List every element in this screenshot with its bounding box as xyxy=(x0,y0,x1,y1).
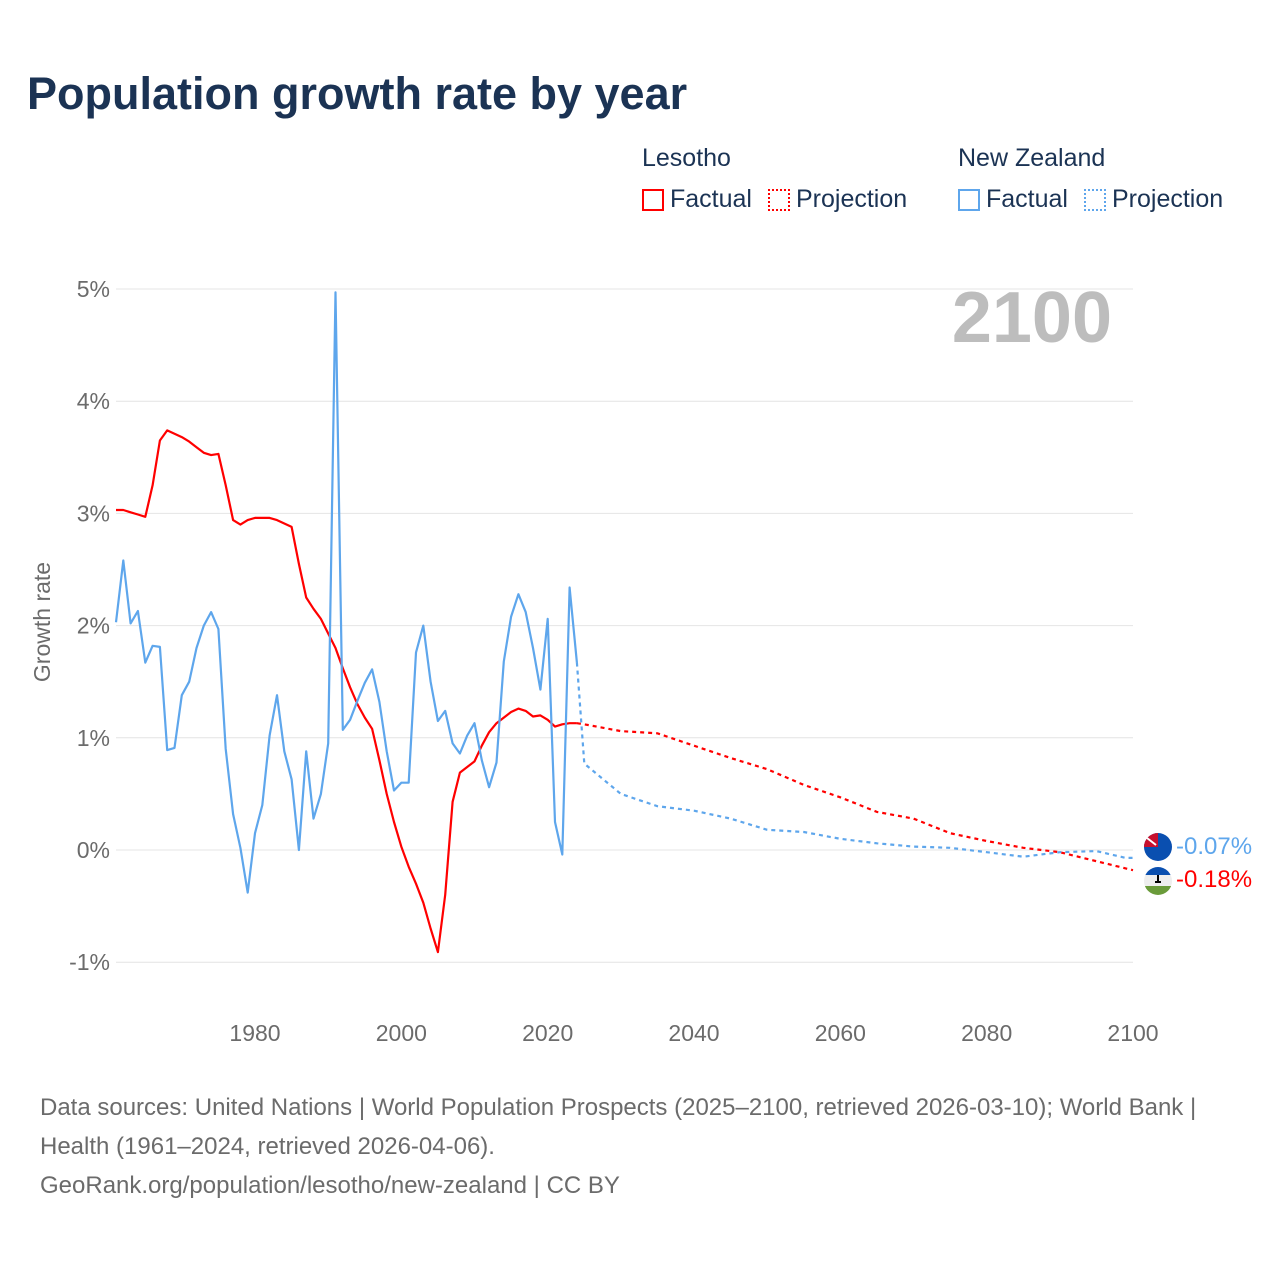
legend-country-name: New Zealand xyxy=(958,144,1106,172)
legend-label: Factual xyxy=(986,185,1068,213)
y-tick-label: 3% xyxy=(77,500,110,526)
x-tick-label: 2080 xyxy=(961,1020,1012,1046)
legend-label: Factual xyxy=(670,185,752,213)
y-axis-label: Growth rate xyxy=(29,562,55,682)
legend-label: Projection xyxy=(795,185,908,213)
chart-title: Population growth rate by year xyxy=(27,68,688,119)
y-tick-label: 1% xyxy=(77,725,110,751)
legend-item-lesotho-factual[interactable]: Factual xyxy=(642,185,752,214)
x-tick-label: 2020 xyxy=(522,1020,573,1046)
source-note: Data sources: United Nations | World Pop… xyxy=(40,1088,1240,1205)
legend-country-name: Lesotho xyxy=(642,144,731,172)
legend-swatch-dotted xyxy=(767,188,790,211)
x-tick-label: 2100 xyxy=(1107,1020,1158,1046)
nz-flag-icon xyxy=(1144,833,1172,861)
data-sources: Data sources: United Nations | World Pop… xyxy=(40,1094,1197,1160)
legend-swatch-solid xyxy=(642,188,664,211)
legend-swatch-dotted xyxy=(1083,188,1106,211)
legend-new-zealand: New Zealand Factual Projection xyxy=(958,144,1223,214)
y-tick-label: 5% xyxy=(77,276,110,302)
y-tick-label: -1% xyxy=(69,949,110,975)
nz-end-label: -0.07% xyxy=(1176,833,1252,860)
series-line-new-zealand-factual xyxy=(114,291,578,894)
x-tick-label: 2000 xyxy=(376,1020,427,1046)
y-tick-label: 2% xyxy=(77,613,110,639)
legend-label: Projection xyxy=(1111,185,1224,213)
series-line-new-zealand-projection xyxy=(575,662,1133,860)
legend-item-lesotho-projection[interactable]: Projection xyxy=(767,185,908,214)
y-tick-label: 4% xyxy=(77,388,110,414)
legend-item-nz-projection[interactable]: Projection xyxy=(1083,185,1224,214)
attribution-link[interactable]: GeoRank.org/population/lesotho/new-zeala… xyxy=(40,1172,620,1199)
x-tick-label: 1980 xyxy=(229,1020,280,1046)
legend-lesotho: Lesotho Factual Projection xyxy=(642,144,907,214)
x-tick-label: 2040 xyxy=(668,1020,719,1046)
legend-swatch-solid xyxy=(958,188,980,211)
lesotho-end-label: -0.18% xyxy=(1176,866,1252,893)
lesotho-flag-icon xyxy=(1144,867,1172,895)
series-line-lesotho-projection xyxy=(576,722,1134,872)
y-tick-label: 0% xyxy=(77,837,110,863)
year-display: 2100 xyxy=(952,278,1112,358)
x-tick-label: 2060 xyxy=(815,1020,866,1046)
legend-item-nz-factual[interactable]: Factual xyxy=(958,185,1068,214)
